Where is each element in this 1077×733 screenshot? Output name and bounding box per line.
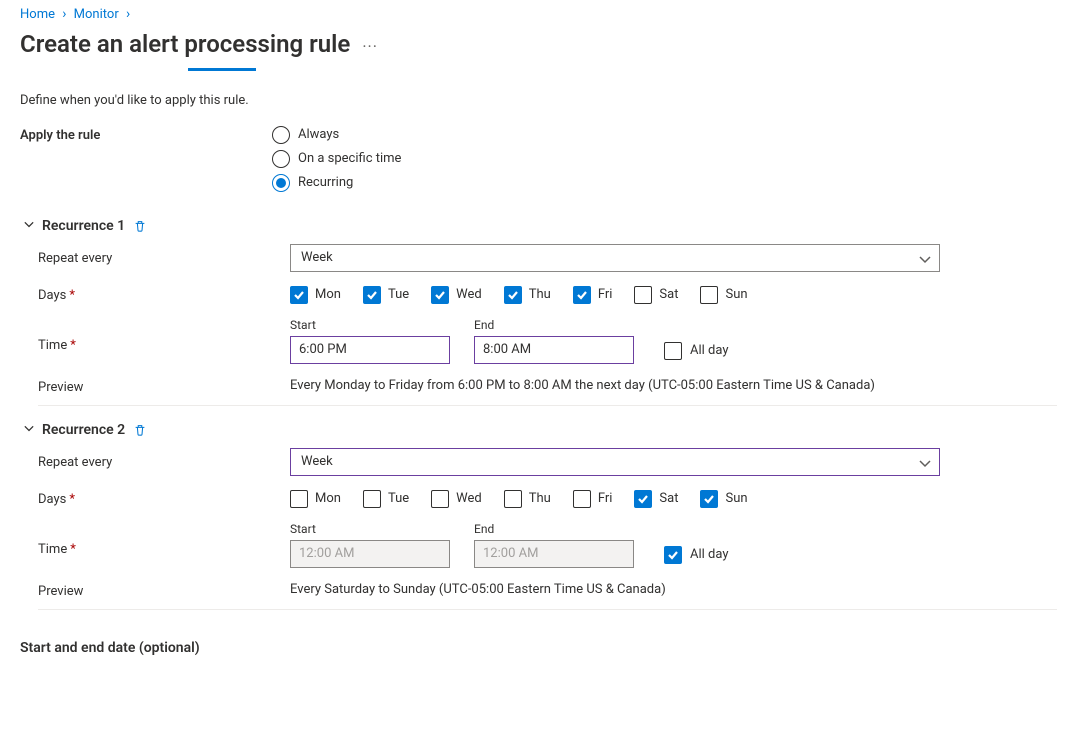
chevron-right-icon [62, 7, 66, 22]
section-divider [38, 405, 1057, 406]
repeat-every-select-2[interactable]: Week [290, 448, 940, 476]
day-sat-2[interactable] [634, 490, 652, 508]
start-sublabel-2: Start [290, 522, 450, 536]
section-divider [38, 609, 1057, 610]
day-mon-1[interactable] [290, 286, 308, 304]
recurrence-1-section: Recurrence 1 Repeat every Week Days* Mon… [20, 218, 1057, 406]
start-sublabel-1: Start [290, 318, 450, 332]
preview-text-1: Every Monday to Friday from 6:00 PM to 8… [290, 378, 1057, 395]
radio-always[interactable] [272, 126, 290, 144]
all-day-label-1: All day [690, 343, 729, 358]
delete-recurrence-1-button[interactable] [133, 219, 147, 233]
radio-recurring-label: Recurring [298, 175, 353, 190]
days-group-1: Mon Tue Wed Thu Fri Sat Sun [290, 286, 1057, 304]
repeat-every-select-1[interactable]: Week [290, 244, 940, 272]
day-fri-2[interactable] [573, 490, 591, 508]
radio-specific-time-label: On a specific time [298, 151, 401, 166]
end-sublabel-2: End [474, 522, 634, 536]
repeat-every-value-1: Week [301, 250, 333, 265]
apply-rule-radio-group: Always On a specific time Recurring [272, 126, 1057, 192]
day-wed-1[interactable] [431, 286, 449, 304]
day-wed-2[interactable] [431, 490, 449, 508]
start-time-input-2: 12:00 AM [290, 540, 450, 568]
day-fri-1[interactable] [573, 286, 591, 304]
day-sat-1[interactable] [634, 286, 652, 304]
end-time-input-1[interactable]: 8:00 AM [474, 336, 634, 364]
radio-specific-time[interactable] [272, 150, 290, 168]
preview-label-2: Preview [38, 582, 290, 599]
time-label-1: Time* [38, 318, 290, 353]
days-group-2: Mon Tue Wed Thu Fri Sat Sun [290, 490, 1057, 508]
breadcrumb-monitor[interactable]: Monitor [74, 7, 119, 22]
delete-recurrence-2-button[interactable] [133, 423, 147, 437]
day-tue-2[interactable] [363, 490, 381, 508]
radio-always-label: Always [298, 127, 339, 142]
chevron-down-icon[interactable] [24, 221, 34, 231]
day-sun-1[interactable] [700, 286, 718, 304]
days-label-2: Days* [38, 490, 290, 507]
chevron-down-icon [919, 457, 931, 473]
all-day-label-2: All day [690, 547, 729, 562]
recurrence-1-title: Recurrence 1 [42, 218, 125, 234]
all-day-checkbox-2[interactable] [664, 546, 682, 564]
repeat-every-label-1: Repeat every [38, 249, 290, 266]
repeat-every-value-2: Week [301, 454, 333, 469]
day-sun-2[interactable] [700, 490, 718, 508]
description-text: Define when you'd like to apply this rul… [20, 93, 1057, 108]
apply-rule-label: Apply the rule [20, 126, 272, 143]
page-title: Create an alert processing rule [20, 30, 350, 58]
end-sublabel-1: End [474, 318, 634, 332]
repeat-every-label-2: Repeat every [38, 453, 290, 470]
days-label-1: Days* [38, 286, 290, 303]
breadcrumb: Home Monitor [20, 6, 1057, 22]
start-end-date-header: Start and end date (optional) [20, 640, 1057, 656]
time-label-2: Time* [38, 522, 290, 557]
recurrence-2-section: Recurrence 2 Repeat every Week Days* Mon… [20, 422, 1057, 610]
day-thu-1[interactable] [504, 286, 522, 304]
day-mon-2[interactable] [290, 490, 308, 508]
preview-text-2: Every Saturday to Sunday (UTC-05:00 East… [290, 582, 1057, 599]
more-actions-button[interactable]: ··· [362, 37, 378, 56]
breadcrumb-home[interactable]: Home [20, 7, 55, 22]
chevron-down-icon[interactable] [24, 425, 34, 435]
preview-label-1: Preview [38, 378, 290, 395]
day-thu-2[interactable] [504, 490, 522, 508]
end-time-input-2: 12:00 AM [474, 540, 634, 568]
all-day-checkbox-1[interactable] [664, 342, 682, 360]
start-time-input-1[interactable]: 6:00 PM [290, 336, 450, 364]
chevron-right-icon [122, 7, 130, 22]
day-tue-1[interactable] [363, 286, 381, 304]
radio-recurring[interactable] [272, 174, 290, 192]
active-tab-indicator [188, 68, 256, 71]
chevron-down-icon [919, 253, 931, 269]
recurrence-2-title: Recurrence 2 [42, 422, 125, 438]
